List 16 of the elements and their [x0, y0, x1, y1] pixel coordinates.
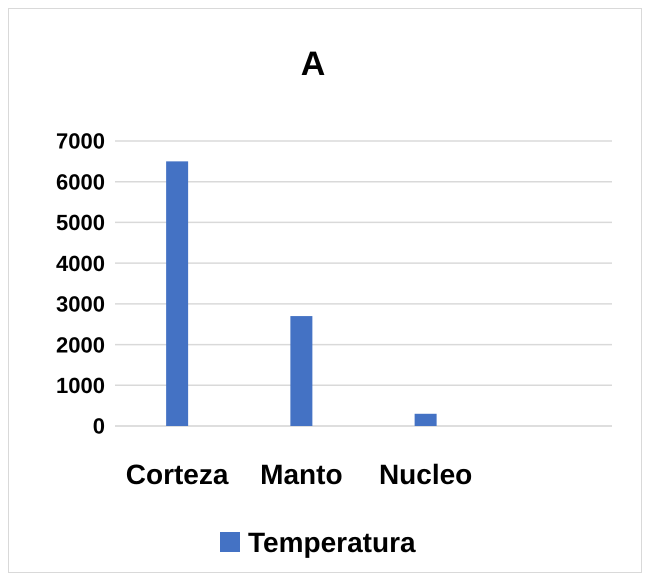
y-tick-label: 2000 [56, 332, 105, 358]
x-tick-label: Manto [260, 459, 343, 490]
y-tick-label: 5000 [56, 210, 105, 236]
y-tick-label: 1000 [56, 372, 105, 398]
bar [414, 414, 437, 426]
legend-label: Temperatura [248, 526, 416, 558]
bar [166, 161, 188, 426]
y-tick-label: 7000 [56, 128, 105, 154]
chart-title: A [300, 45, 326, 83]
y-tick-label: 6000 [56, 169, 105, 194]
y-tick-label: 3000 [56, 292, 105, 317]
bar [290, 316, 312, 426]
x-tick-label: Corteza [126, 459, 229, 490]
y-tick-label: 4000 [56, 250, 105, 276]
y-tick-label: 0 [92, 414, 105, 439]
x-tick-label: Nucleo [378, 459, 472, 490]
